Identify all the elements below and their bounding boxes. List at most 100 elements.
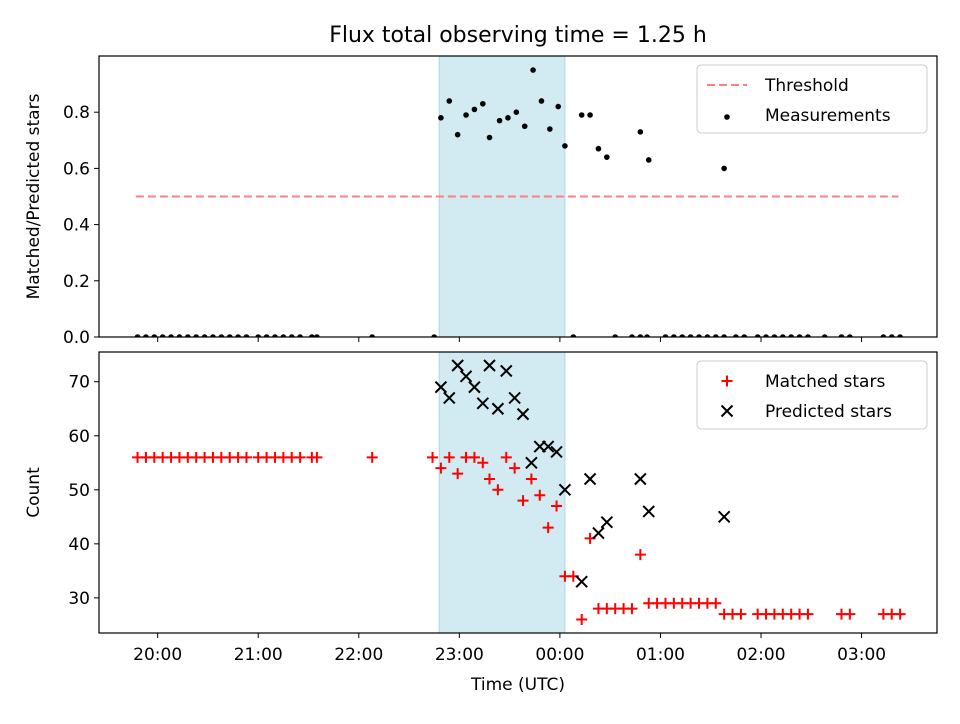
- matched-star-point: [710, 597, 722, 609]
- measurement-point: [662, 334, 669, 337]
- predicted-star-point: [491, 402, 505, 415]
- chart-title: Flux total observing time = 1.25 h: [329, 23, 707, 48]
- x-tick-label: 03:00: [837, 645, 886, 665]
- measurement-point: [687, 334, 694, 337]
- measurement-point: [280, 334, 287, 337]
- measurement-point: [721, 165, 727, 172]
- measurement-point: [159, 334, 166, 337]
- measurement-point: [604, 154, 610, 160]
- y-tick-label: 60: [68, 427, 90, 447]
- measurement-point: [578, 112, 585, 118]
- matched-star-point: [626, 603, 638, 615]
- matched-star-point: [534, 489, 546, 501]
- legend-box: [696, 64, 928, 134]
- matched-star-point: [894, 608, 906, 620]
- measurement-point: [530, 67, 536, 73]
- measurement-point: [243, 334, 250, 337]
- x-axis-label: Time (UTC): [470, 675, 565, 695]
- predicted-star-point: [468, 380, 481, 394]
- measurement-point: [796, 334, 803, 337]
- measurement-point: [880, 334, 887, 337]
- measurement-point: [805, 334, 811, 337]
- measurement-point: [712, 334, 719, 337]
- measurement-point: [754, 334, 761, 337]
- measurement-point: [679, 334, 686, 337]
- matched-star-point: [500, 451, 512, 463]
- measurement-point: [314, 334, 320, 337]
- measurement-point: [704, 334, 711, 337]
- matched-star-point: [551, 500, 563, 512]
- matched-star-point: [468, 451, 480, 463]
- matched-star-point: [443, 451, 455, 463]
- measurement-point: [587, 112, 593, 118]
- measurement-point: [143, 334, 149, 337]
- y-tick-label: 30: [68, 589, 90, 609]
- predicted-star-point: [583, 472, 597, 486]
- legend-label: Predicted stars: [765, 402, 892, 422]
- predicted-star-point: [592, 526, 605, 540]
- x-tick-label: 21:00: [234, 645, 283, 665]
- measurement-point: [637, 334, 644, 337]
- bottom-panel: 30 40 50 60 70 20:00 21:00 22:00 23:00 00:00 01:00…: [24, 351, 938, 695]
- measurement-point: [521, 123, 528, 130]
- matched-star-point: [492, 484, 504, 496]
- measurement-point: [185, 334, 191, 337]
- measurement-point: [821, 334, 828, 337]
- matched-star-point: [517, 495, 529, 507]
- measurement-point: [888, 334, 895, 337]
- measurement-point: [741, 334, 748, 337]
- measurement-point: [431, 334, 437, 337]
- measurement-point: [645, 157, 652, 163]
- measurement-point: [210, 334, 216, 337]
- measurement-point: [201, 334, 208, 337]
- legend-box: [696, 360, 928, 430]
- measurement-point: [176, 334, 183, 337]
- measurement-point: [547, 126, 553, 132]
- predicted-star-point: [541, 440, 555, 453]
- measurement-point: [595, 145, 602, 152]
- measurement-point: [555, 103, 562, 110]
- measurement-point: [538, 98, 545, 104]
- predicted-star-point: [443, 391, 456, 405]
- measurement-point: [297, 334, 303, 337]
- measurement-point: [471, 106, 478, 113]
- measurement-point: [454, 131, 461, 138]
- predicted-star-point: [600, 516, 614, 529]
- observing-window-span: [438, 351, 566, 634]
- predicted-star-point: [434, 380, 448, 394]
- predicted-star-point: [634, 472, 647, 486]
- matched-star-point: [484, 473, 496, 485]
- legend-label: Threshold: [764, 76, 849, 96]
- y-tick-label: 40: [68, 535, 90, 555]
- measurement-point: [733, 334, 739, 337]
- predicted-star-point: [525, 456, 538, 469]
- measurement-point: [570, 334, 577, 337]
- measurement-point: [263, 334, 270, 337]
- measurement-point: [637, 129, 644, 135]
- matched-star-point: [452, 468, 464, 480]
- measurement-point: [288, 334, 295, 337]
- legend-measurements-swatch: [724, 114, 730, 120]
- predicted-star-point: [459, 370, 473, 383]
- predicted-star-point: [717, 510, 731, 524]
- measurement-point: [463, 112, 469, 118]
- x-tick-label: 02:00: [737, 645, 786, 665]
- matched-star-point: [525, 473, 537, 485]
- predicted-star-point: [476, 397, 490, 410]
- measurement-point: [629, 334, 635, 337]
- matched-star-point: [542, 522, 554, 534]
- y-tick-label: 0.6: [63, 159, 90, 179]
- measurement-point: [151, 334, 158, 337]
- measurement-point: [780, 334, 786, 337]
- measurement-point: [218, 334, 225, 337]
- axes-frame: [98, 351, 938, 634]
- matched-star-point: [240, 451, 252, 463]
- y-tick-label: 0.2: [63, 272, 90, 292]
- matched-star-point: [477, 457, 489, 469]
- predicted-star-point: [500, 364, 513, 378]
- measurement-point: [505, 115, 511, 121]
- measurement-point: [446, 98, 453, 104]
- measurement-point: [480, 100, 486, 107]
- measurement-point: [671, 334, 677, 337]
